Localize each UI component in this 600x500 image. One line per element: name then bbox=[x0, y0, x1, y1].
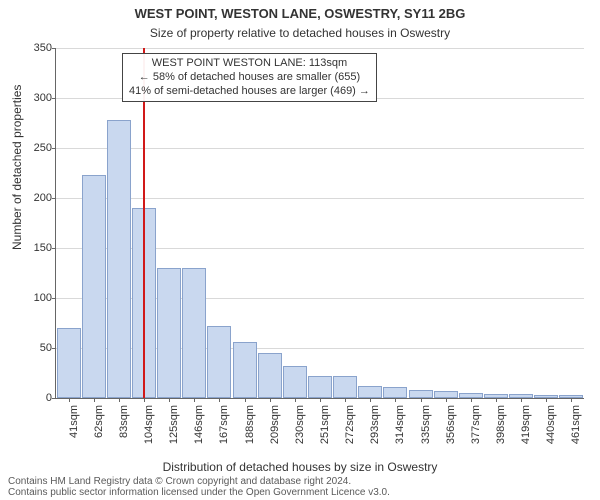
xtick-label: 398sqm bbox=[493, 405, 507, 444]
xtick-label: 62sqm bbox=[91, 405, 105, 438]
annotation-box: WEST POINT WESTON LANE: 113sqm← 58% of d… bbox=[122, 53, 377, 102]
bar bbox=[207, 326, 231, 398]
xtick-mark bbox=[169, 398, 170, 402]
xtick-label: 335sqm bbox=[418, 405, 432, 444]
xtick-mark bbox=[471, 398, 472, 402]
xtick-label: 146sqm bbox=[191, 405, 205, 444]
ytick-label: 100 bbox=[34, 292, 56, 304]
bar bbox=[57, 328, 81, 398]
footer-line-2: Contains public sector information licen… bbox=[8, 487, 390, 498]
xtick-label: 230sqm bbox=[292, 405, 306, 444]
annotation-line-2: ← 58% of detached houses are smaller (65… bbox=[129, 71, 370, 85]
gridline bbox=[56, 198, 584, 199]
ytick-label: 150 bbox=[34, 242, 56, 254]
annotation-line-1: WEST POINT WESTON LANE: 113sqm bbox=[129, 57, 370, 71]
bar bbox=[182, 268, 206, 398]
xtick-mark bbox=[219, 398, 220, 402]
bar bbox=[107, 120, 131, 398]
xtick-label: 440sqm bbox=[543, 405, 557, 444]
xtick-mark bbox=[245, 398, 246, 402]
xtick-label: 461sqm bbox=[568, 405, 582, 444]
xtick-label: 41sqm bbox=[66, 405, 80, 438]
y-axis-label: Number of detached properties bbox=[10, 85, 24, 250]
xtick-label: 104sqm bbox=[141, 405, 155, 444]
xtick-mark bbox=[119, 398, 120, 402]
xtick-mark bbox=[571, 398, 572, 402]
bar bbox=[308, 376, 332, 398]
plot-area: 05010015020025030035041sqm62sqm83sqm104s… bbox=[55, 48, 584, 399]
chart-container: WEST POINT, WESTON LANE, OSWESTRY, SY11 … bbox=[0, 0, 600, 500]
ytick-label: 250 bbox=[34, 142, 56, 154]
bar bbox=[409, 390, 433, 398]
bar bbox=[233, 342, 257, 398]
xtick-label: 251sqm bbox=[317, 405, 331, 444]
xtick-mark bbox=[446, 398, 447, 402]
xtick-mark bbox=[345, 398, 346, 402]
annotation-line-3: 41% of semi-detached houses are larger (… bbox=[129, 85, 370, 99]
ytick-label: 350 bbox=[34, 42, 56, 54]
bar bbox=[333, 376, 357, 398]
xtick-mark bbox=[320, 398, 321, 402]
xtick-label: 83sqm bbox=[116, 405, 130, 438]
bar bbox=[82, 175, 106, 398]
bar bbox=[157, 268, 181, 398]
bar bbox=[434, 391, 458, 398]
xtick-mark bbox=[270, 398, 271, 402]
xtick-label: 125sqm bbox=[166, 405, 180, 444]
ytick-label: 300 bbox=[34, 92, 56, 104]
xtick-mark bbox=[496, 398, 497, 402]
xtick-mark bbox=[69, 398, 70, 402]
xtick-label: 272sqm bbox=[342, 405, 356, 444]
xtick-mark bbox=[370, 398, 371, 402]
xtick-mark bbox=[194, 398, 195, 402]
xtick-label: 356sqm bbox=[443, 405, 457, 444]
x-axis-label: Distribution of detached houses by size … bbox=[0, 460, 600, 474]
xtick-mark bbox=[521, 398, 522, 402]
xtick-label: 293sqm bbox=[367, 405, 381, 444]
xtick-label: 377sqm bbox=[468, 405, 482, 444]
footer-text: Contains HM Land Registry data © Crown c… bbox=[8, 476, 390, 498]
xtick-label: 419sqm bbox=[518, 405, 532, 444]
xtick-label: 209sqm bbox=[267, 405, 281, 444]
xtick-label: 188sqm bbox=[242, 405, 256, 444]
footer-line-1: Contains HM Land Registry data © Crown c… bbox=[8, 476, 390, 487]
xtick-mark bbox=[94, 398, 95, 402]
chart-title: WEST POINT, WESTON LANE, OSWESTRY, SY11 … bbox=[0, 6, 600, 21]
bar bbox=[383, 387, 407, 398]
ytick-label: 200 bbox=[34, 192, 56, 204]
ytick-label: 50 bbox=[40, 342, 56, 354]
xtick-mark bbox=[144, 398, 145, 402]
xtick-mark bbox=[295, 398, 296, 402]
bar bbox=[358, 386, 382, 398]
chart-subtitle: Size of property relative to detached ho… bbox=[0, 26, 600, 40]
xtick-mark bbox=[395, 398, 396, 402]
ytick-label: 0 bbox=[46, 392, 56, 404]
gridline bbox=[56, 48, 584, 49]
xtick-label: 314sqm bbox=[392, 405, 406, 444]
xtick-label: 167sqm bbox=[216, 405, 230, 444]
bar bbox=[258, 353, 282, 398]
xtick-mark bbox=[546, 398, 547, 402]
xtick-mark bbox=[421, 398, 422, 402]
bar bbox=[283, 366, 307, 398]
gridline bbox=[56, 148, 584, 149]
